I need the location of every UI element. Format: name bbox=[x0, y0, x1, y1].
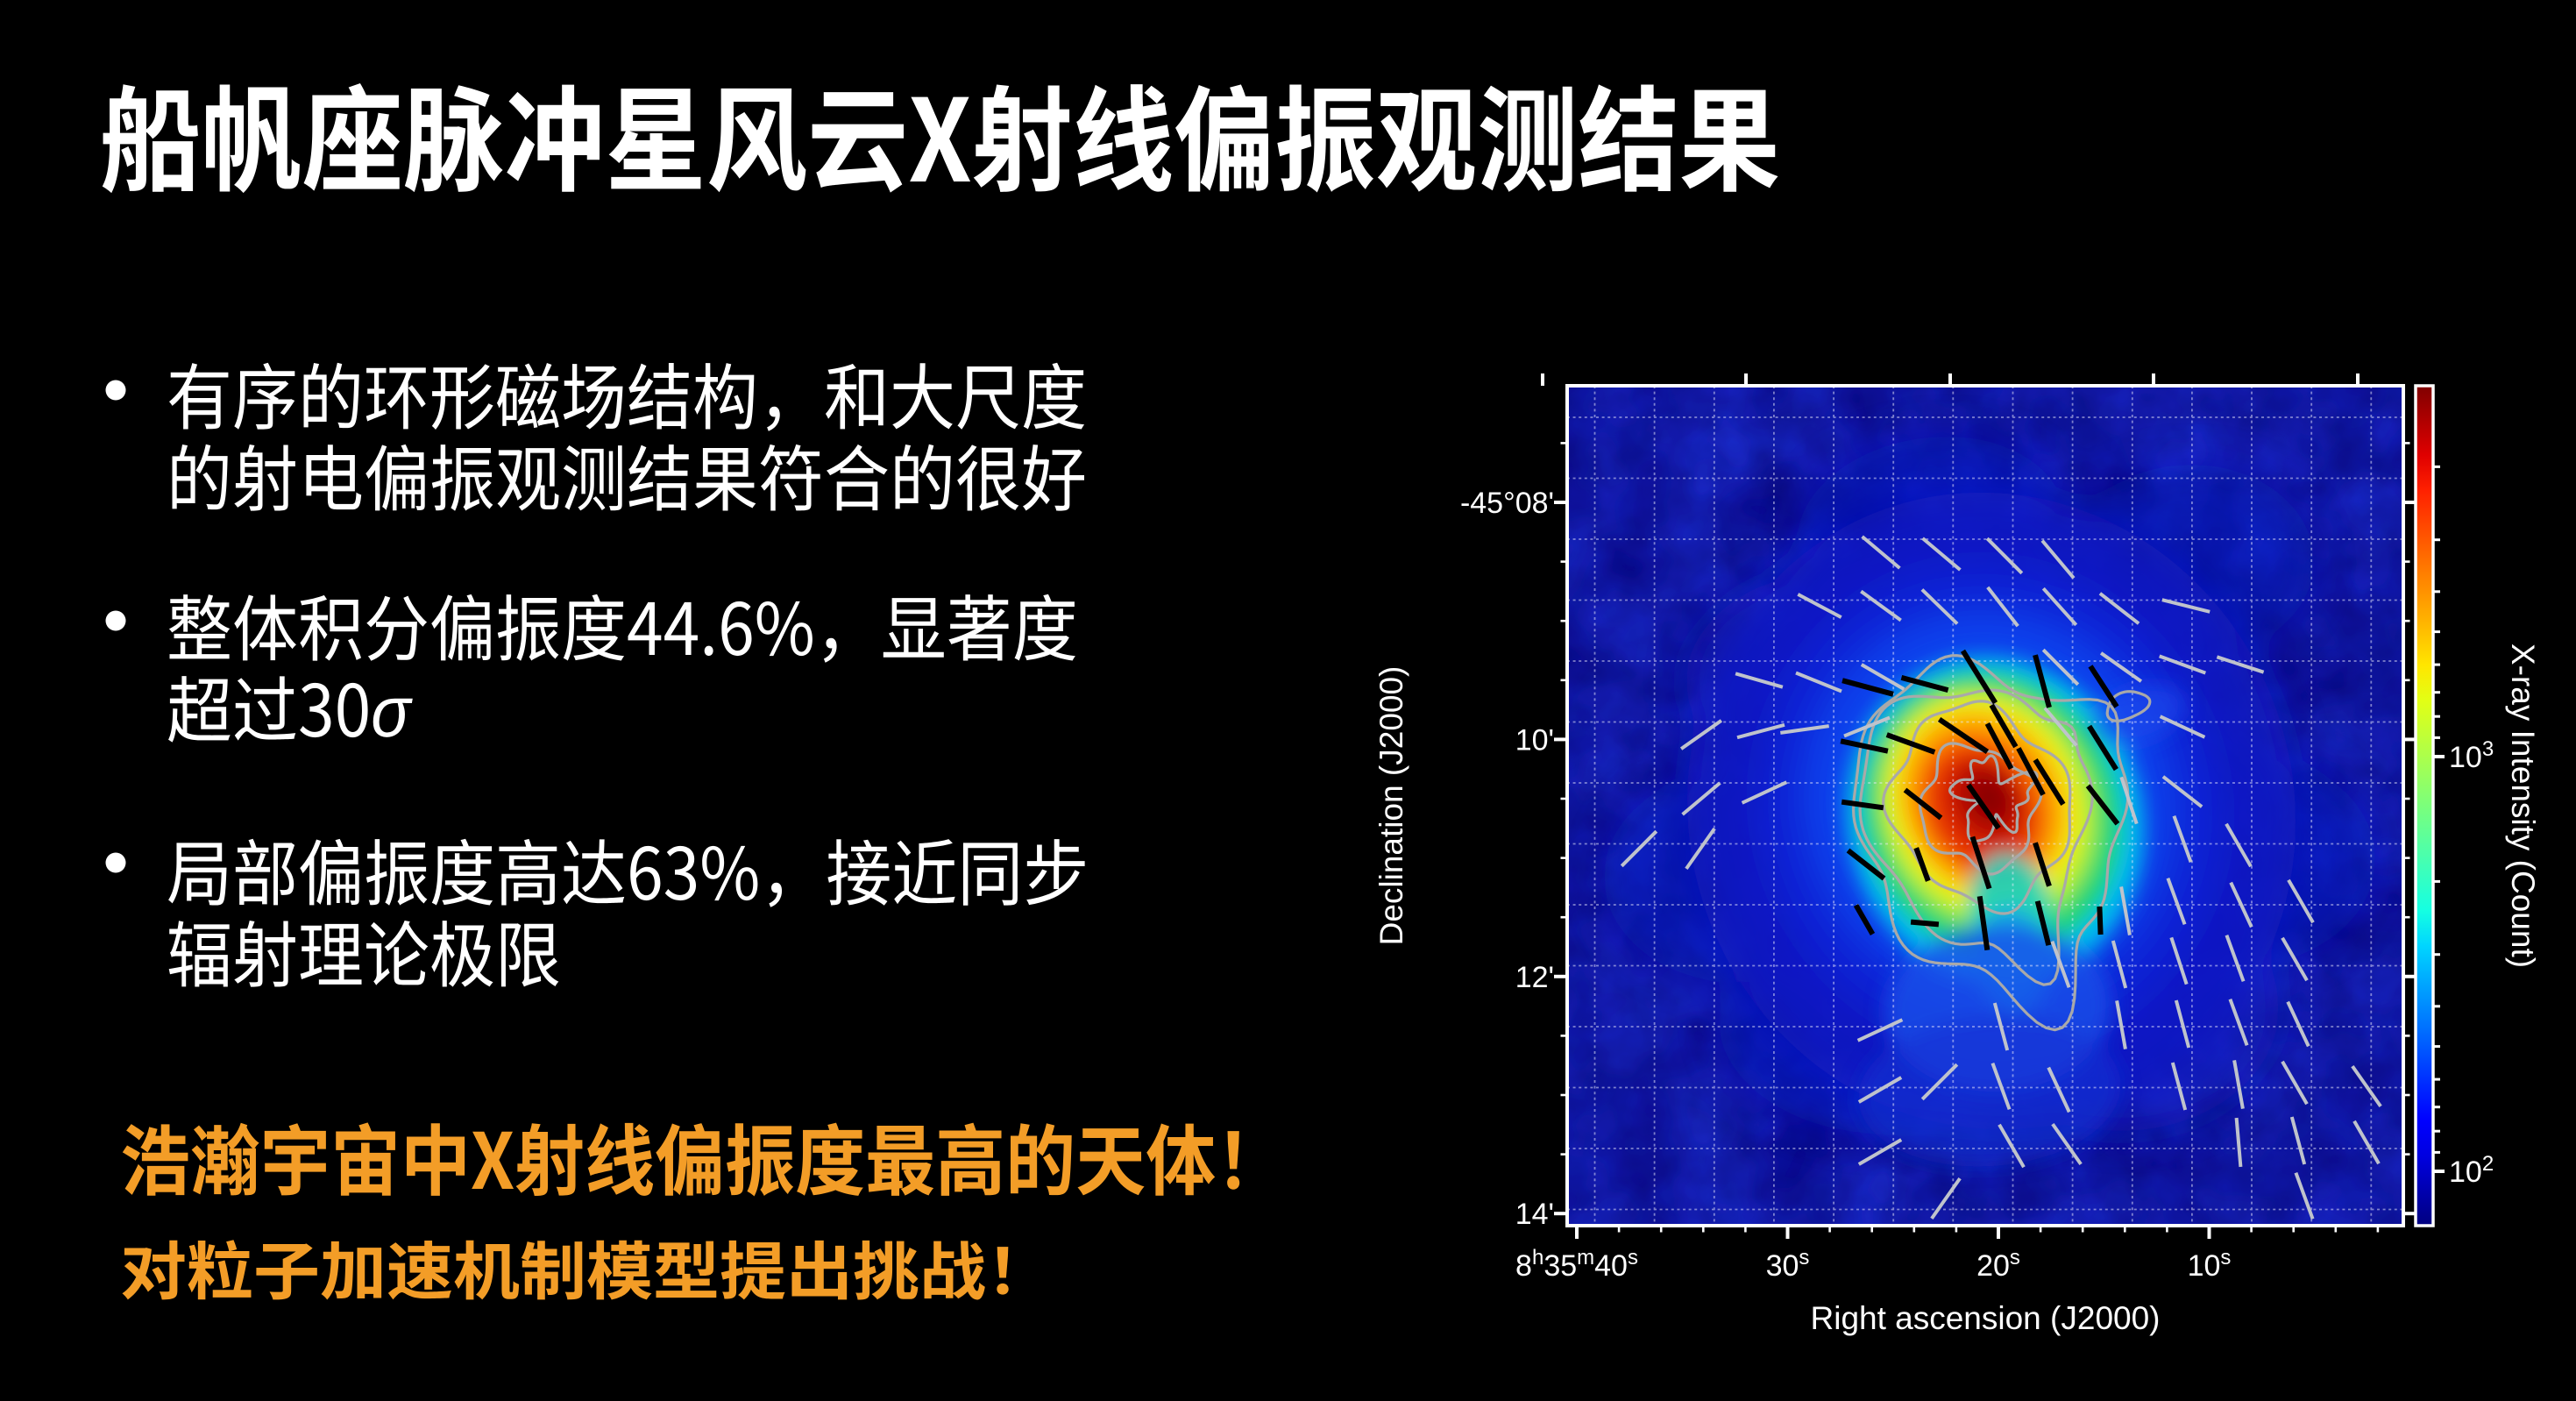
svg-text:Right ascension (J2000): Right ascension (J2000) bbox=[1811, 1300, 2161, 1336]
svg-text:12': 12' bbox=[1515, 961, 1554, 994]
svg-text:10': 10' bbox=[1515, 723, 1554, 757]
svg-text:-45°08': -45°08' bbox=[1460, 487, 1554, 520]
svg-text:X-ray Intensity (Count): X-ray Intensity (Count) bbox=[2505, 644, 2541, 968]
svg-text:Declination (J2000): Declination (J2000) bbox=[1373, 666, 1409, 946]
svg-text:8h35m40s: 8h35m40s bbox=[1515, 1246, 1638, 1283]
svg-text:14': 14' bbox=[1515, 1198, 1554, 1231]
